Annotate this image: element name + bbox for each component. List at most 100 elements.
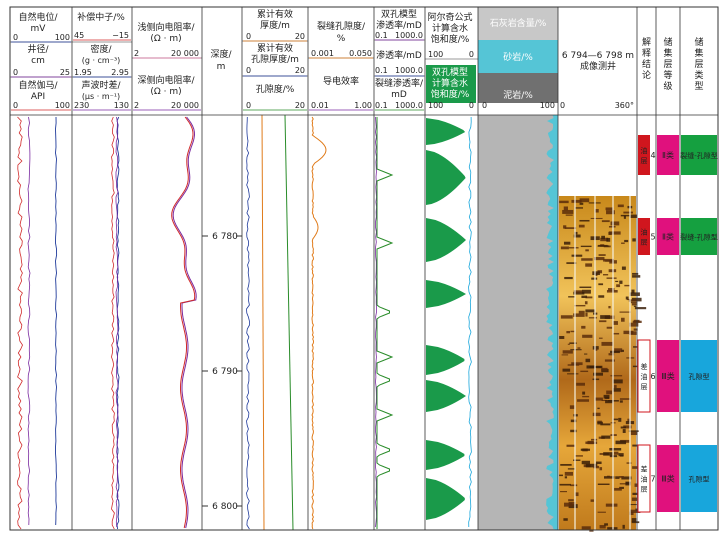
ac-max: 130 <box>114 101 129 110</box>
interval-number: 4 <box>650 151 655 160</box>
image-speck <box>618 453 624 457</box>
limestone-label: 石灰岩含量/% <box>490 17 547 29</box>
image-speck <box>579 202 584 205</box>
interval-number: 5 <box>650 233 655 242</box>
image-speck <box>615 440 627 445</box>
image-speck <box>621 349 624 352</box>
sandstone-fill <box>546 115 558 530</box>
image-speck <box>559 483 571 486</box>
grade-box <box>657 135 679 175</box>
conclusion-box <box>638 135 650 175</box>
image-speck <box>586 365 596 369</box>
image-speck <box>607 288 615 291</box>
perm-label: 渗透率/mD <box>376 49 422 61</box>
image-speck <box>563 225 567 229</box>
archie-min: 100 <box>428 50 443 59</box>
image-speck <box>589 529 594 532</box>
image-speck <box>614 348 623 353</box>
type-text: 孔隙型 <box>689 372 710 381</box>
image-speck <box>609 448 622 451</box>
image-speck <box>568 296 576 298</box>
image-speck <box>629 214 637 218</box>
image-speck <box>623 330 634 335</box>
image-speck <box>603 274 609 276</box>
perm-min: 0.1 <box>375 66 388 75</box>
image-speck <box>573 290 583 293</box>
image-speck <box>592 271 600 276</box>
grade-header-label-char: 级 <box>663 80 672 92</box>
image-speck <box>619 311 631 313</box>
image-speck <box>560 246 569 250</box>
image-speck <box>604 359 615 362</box>
sp-max: 100 <box>55 33 70 42</box>
image-speck <box>607 527 618 530</box>
image-speck <box>559 336 565 339</box>
image-speck <box>573 459 581 461</box>
image-speck <box>597 407 600 410</box>
image-speck <box>564 476 568 479</box>
grade-header-label-char: 层 <box>663 59 672 70</box>
lls-max: 20 000 <box>171 49 199 58</box>
frac-por-min: 0.001 <box>311 49 334 58</box>
depth-header: 深度/ m <box>210 48 232 72</box>
image-speck <box>633 328 638 331</box>
image-speck <box>631 289 635 294</box>
cond-eff-label: 导电效率 <box>323 75 359 87</box>
image-speck <box>601 235 605 240</box>
grade-text: Ⅱ类 <box>662 150 674 160</box>
caliper-min: 0 <box>13 68 18 77</box>
image-speck <box>579 219 590 222</box>
image-speck <box>566 262 577 264</box>
conclusion-text: 差 <box>641 362 648 371</box>
grade-text: Ⅱ类 <box>662 232 674 242</box>
image-speck <box>592 412 601 417</box>
image-speck <box>608 305 611 309</box>
conclusion-text: 层 <box>641 239 648 247</box>
image-speck <box>570 419 577 423</box>
conclusion-text: 层 <box>641 383 648 391</box>
image-speck <box>617 204 624 208</box>
image-speck <box>610 350 620 354</box>
image-speck <box>593 465 600 469</box>
image-speck <box>596 365 603 369</box>
image-depth-label: 6 794—6 798 m <box>562 51 634 61</box>
type-header-label-char: 类 <box>694 69 703 81</box>
image-speck <box>621 476 632 480</box>
image-speck <box>578 310 585 314</box>
conclusion-box <box>637 339 651 413</box>
track1-header: 自然电位/ mV 0 100 井径/ cm 0 25 自然伽马/ API 0 1… <box>13 11 70 110</box>
image-speck <box>570 349 582 351</box>
sw-fill <box>426 150 466 205</box>
image-speck <box>578 224 585 228</box>
porosity-max: 20 <box>295 101 305 110</box>
image-speck <box>613 332 620 335</box>
image-speck <box>627 418 630 422</box>
outer-frame <box>9 6 719 531</box>
borehole-image <box>559 196 647 532</box>
cond-eff-min: 0.01 <box>311 101 329 110</box>
eff-thick-label2: 厚度/m <box>260 19 290 31</box>
image-speck <box>585 309 595 313</box>
lld-label: 深侧向电阻率/ <box>137 74 195 86</box>
archie-sw-curve <box>468 116 472 528</box>
image-speck <box>601 341 614 346</box>
sw-fill <box>426 380 466 412</box>
dp-sw-label3: 饱和度/% <box>431 88 470 100</box>
porosity-min: 0 <box>246 101 251 110</box>
den-min: 1.95 <box>74 68 92 77</box>
image-speck <box>606 390 613 395</box>
image-speck <box>563 518 568 521</box>
depth-ticks: 6 780 6 790 6 800 <box>202 232 242 512</box>
image-speck <box>625 481 631 486</box>
conclusion-text: 油 <box>641 372 648 381</box>
dp-perm-min: 0.1 <box>375 31 388 40</box>
grade-text: Ⅲ类 <box>661 474 675 484</box>
eff-pore-max: 20 <box>295 66 305 75</box>
sw-fill <box>426 280 466 308</box>
conclusion-box <box>637 444 651 513</box>
image-speck <box>560 315 573 319</box>
